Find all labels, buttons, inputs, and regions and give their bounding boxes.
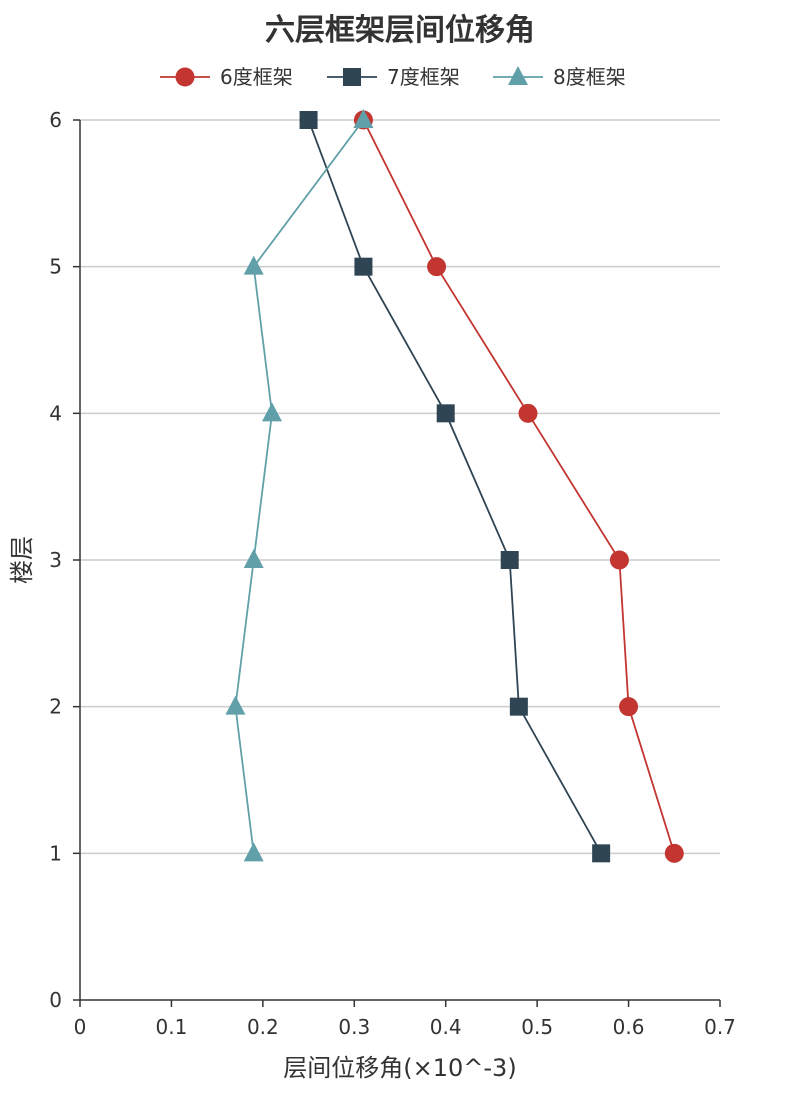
data-point [664, 843, 684, 863]
series-line [362, 119, 676, 854]
y-tick-label: 1 [49, 841, 62, 865]
y-tick-label: 4 [49, 401, 62, 425]
x-tick-label: 0.6 [613, 1015, 645, 1039]
y-tick-label: 3 [49, 548, 62, 572]
data-point [243, 549, 264, 568]
legend-item-3[interactable]: 8度框架 [493, 65, 626, 89]
legend-label: 6度框架 [220, 65, 293, 89]
series-3 [225, 109, 374, 862]
x-tick-label: 0.3 [338, 1015, 370, 1039]
legend-item-2[interactable]: 7度框架 [327, 65, 460, 89]
data-point [518, 403, 538, 423]
data-point [354, 257, 373, 276]
legend-label: 7度框架 [387, 65, 460, 89]
axes: 0 1 2 3 4 5 6 0 0.1 0.2 0.3 0.4 0.5 0.6 0.7 [49, 108, 736, 1039]
x-tick-label: 0.7 [704, 1015, 736, 1039]
y-tick-label: 6 [49, 108, 62, 132]
x-tick-label: 0.5 [521, 1015, 553, 1039]
legend-item-1[interactable]: 6度框架 [160, 65, 293, 89]
chart-title: 六层框架层间位移角 [265, 13, 535, 48]
x-tick-label: 0.4 [430, 1015, 462, 1039]
data-point [619, 697, 639, 717]
data-point [609, 550, 629, 570]
legend-marker [343, 68, 361, 86]
legend-marker [508, 66, 528, 85]
data-point [299, 111, 318, 129]
x-tick-label: 0.1 [156, 1015, 188, 1039]
legend-label: 8度框架 [553, 65, 626, 89]
grid-lines [80, 119, 720, 855]
series-1 [353, 110, 684, 863]
data-point [353, 109, 374, 128]
data-point [243, 842, 264, 862]
data-point [225, 695, 246, 715]
data-point [427, 257, 447, 277]
data-point [243, 255, 264, 275]
y-tick-label: 2 [49, 695, 62, 719]
series-line [234, 119, 365, 854]
series-layer [225, 109, 684, 863]
x-tick-label: 0 [74, 1015, 87, 1039]
legend[interactable]: 6度框架 7度框架 8度框架 [160, 65, 626, 89]
y-tick-label: 0 [49, 988, 62, 1012]
data-point [436, 404, 455, 423]
data-point [500, 551, 519, 569]
data-point [509, 697, 528, 716]
x-tick-label: 0.2 [247, 1015, 279, 1039]
series-2 [299, 111, 611, 863]
series-line [307, 119, 602, 854]
legend-marker [175, 67, 195, 87]
y-tick-label: 5 [49, 255, 62, 279]
y-axis-title: 楼层 [8, 536, 36, 584]
data-point [262, 402, 282, 422]
x-axis-title: 层间位移角(×10^-3) [283, 1054, 516, 1082]
data-point [592, 844, 611, 863]
